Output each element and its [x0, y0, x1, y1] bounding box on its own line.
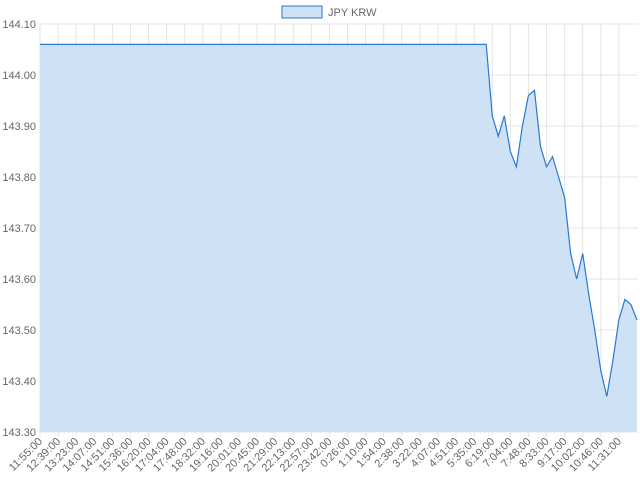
y-tick-label: 143.60 — [2, 274, 36, 286]
area — [40, 44, 637, 433]
line — [40, 43, 638, 397]
legend-swatch — [281, 5, 323, 19]
y-tick-label: 143.40 — [2, 376, 36, 388]
y-tick-label: 143.30 — [2, 427, 36, 439]
y-tick-label: 143.80 — [2, 172, 36, 184]
y-tick-label: 143.90 — [2, 121, 36, 133]
y-tick-label: 144.10 — [2, 19, 36, 31]
legend-label: JPY KRW — [328, 7, 377, 19]
y-tick-label: 144.00 — [2, 70, 36, 82]
y-tick-label: 143.70 — [2, 223, 36, 235]
y-tick-label: 143.50 — [2, 325, 36, 337]
